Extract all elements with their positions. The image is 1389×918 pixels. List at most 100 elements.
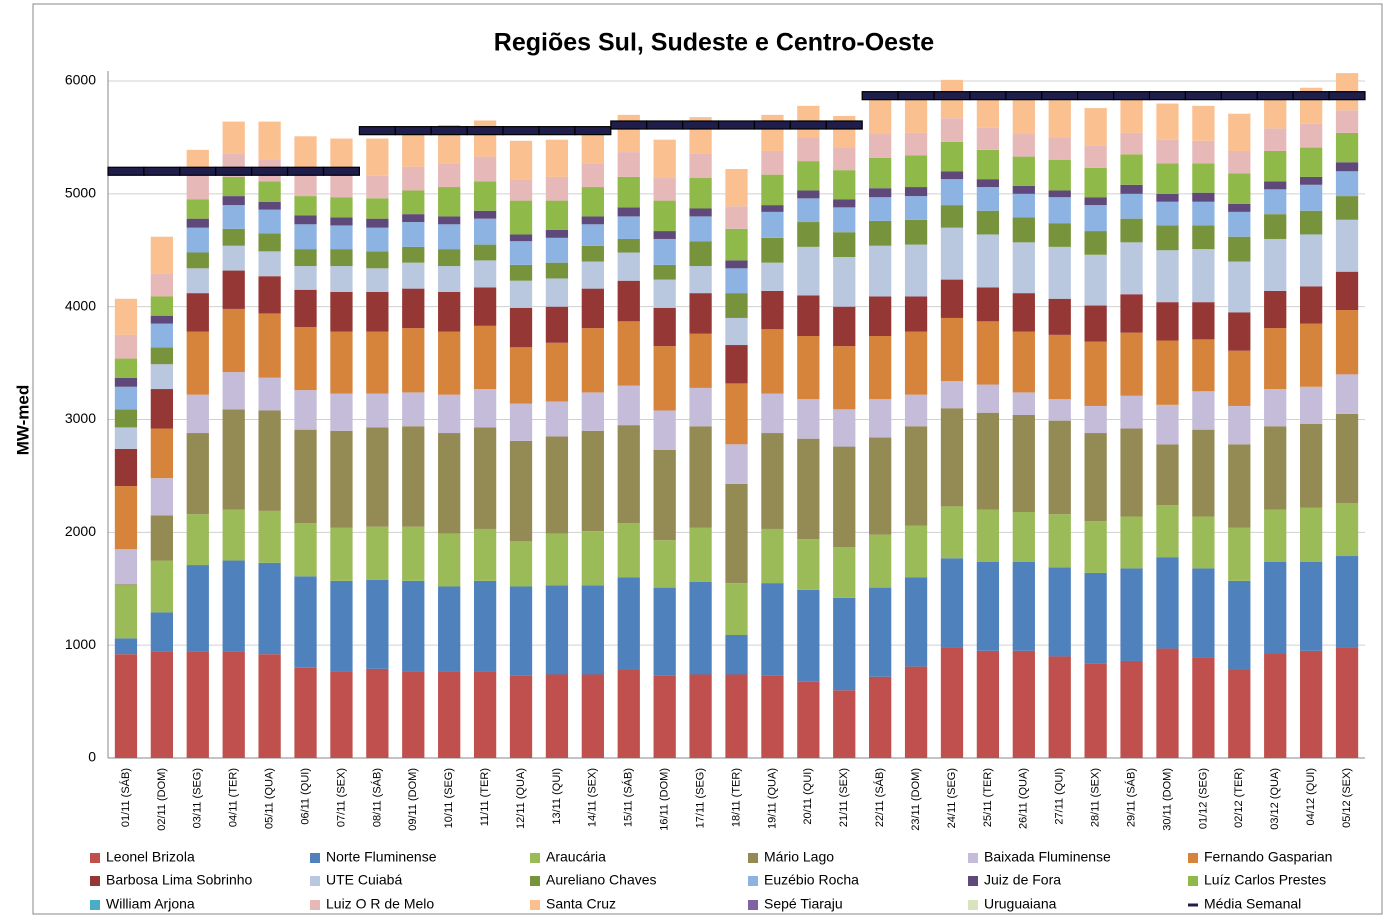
bar-segment [833,199,856,208]
bar-segment [689,216,712,242]
y-tick-label: 6000 [65,72,96,88]
x-tick-label: 23/11 (DOM) [910,768,922,831]
bar-segment [294,196,317,216]
bar-segment [1048,137,1071,160]
x-tick-label: 30/11 (DOM) [1161,768,1173,831]
average-segment [933,91,971,101]
legend-label: Luiz O R de Melo [326,896,434,912]
bar-segment [1084,521,1107,573]
bar-segment [869,99,892,135]
bar-segment [1264,238,1287,291]
bar-segment [904,394,928,427]
average-segment [897,91,935,101]
x-tick-label: 08/11 (SÁB) [370,768,383,827]
bar-segment [1264,150,1287,182]
legend-label: Leonel Brizola [106,849,195,865]
bar-segment [689,527,712,582]
x-tick-label: 14/11 (SEX) [587,768,599,827]
bar-segment [473,671,497,758]
bar-segment [1012,185,1035,194]
bar-segment [761,205,784,212]
bar-segment [617,425,640,524]
bar-segment [797,539,820,590]
bar-segment [1335,502,1359,557]
bar-segment [725,583,748,636]
bar-segment [509,307,533,348]
bar-segment [150,273,174,297]
bar-segment [1335,162,1359,172]
bar-segment [330,249,353,267]
bar-segment [833,346,856,410]
bar-segment [545,436,569,534]
bar-segment [761,262,784,291]
bar-segment [366,218,389,228]
average-segment [466,126,504,136]
bar-segment [258,276,281,314]
bar-segment [1084,254,1107,306]
bar-segment [294,266,317,290]
bar-segment [150,515,174,561]
bar-segment [545,229,569,238]
bar-segment [1192,516,1215,569]
bar-segment [940,381,964,409]
legend-label: Juiz de Fora [984,872,1061,888]
bar-segment [473,389,497,428]
bar-segment [904,244,928,297]
bar-segment [1120,395,1143,429]
y-tick-label: 5000 [65,185,96,201]
bar-segment [1156,201,1179,226]
bar-segment [1156,193,1179,202]
bar-segment [617,669,640,758]
x-tick-label: 27/11 (QUI) [1054,768,1066,825]
bar-segment [402,426,425,527]
bar-segment [869,157,892,189]
bar-segment [222,372,245,410]
x-tick-label: 24/11 (SEG) [946,768,958,828]
bar-segment [904,187,928,197]
bar-segment [617,176,640,208]
bar-segment [150,651,174,758]
bar-segment [904,96,928,133]
x-tick-label: 17/11 (SEG) [694,768,706,828]
bar-segment [797,589,820,682]
x-tick-label: 15/11 (SÁB) [622,768,635,827]
bar-segment [1299,184,1323,211]
bar-segment [114,358,138,378]
bar-segment [473,528,497,581]
average-segment [1112,91,1151,101]
bar-segment [330,266,353,292]
bar-segment [1228,173,1251,204]
average-segment [825,120,863,130]
bar-segment [869,437,892,535]
bar-segment [1228,527,1251,581]
bar-segment [1048,514,1071,568]
bar-segment [940,171,964,180]
bar-segment [797,295,820,337]
bar-segment [904,219,928,245]
legend-marker [90,876,100,886]
x-tick-label: 21/11 (SEX) [838,768,850,827]
bar-segment [976,149,1000,180]
bar-segment [904,196,928,220]
legend-marker [968,876,978,886]
bar-segment [653,540,676,588]
y-tick-label: 0 [88,749,96,765]
bar-segment [438,671,461,758]
bar-segment [402,246,425,263]
average-segment [1220,91,1258,101]
bar-segment [1084,167,1107,198]
legend-label: Mário Lago [764,849,834,865]
bar-segment [1048,190,1071,198]
legend-marker [748,876,758,886]
x-tick-label: 02/11 (DOM) [156,768,168,831]
bar-segment [294,249,317,267]
bar-segment [150,315,174,324]
bar-segment [689,293,712,334]
bar-segment [653,449,676,541]
bar-segment [833,147,856,171]
bar-segment [689,581,712,675]
bar-segment [1228,350,1251,406]
bar-segment [545,585,569,675]
bar-segment [294,390,317,430]
legend-label: Média Semanal [1204,896,1301,912]
